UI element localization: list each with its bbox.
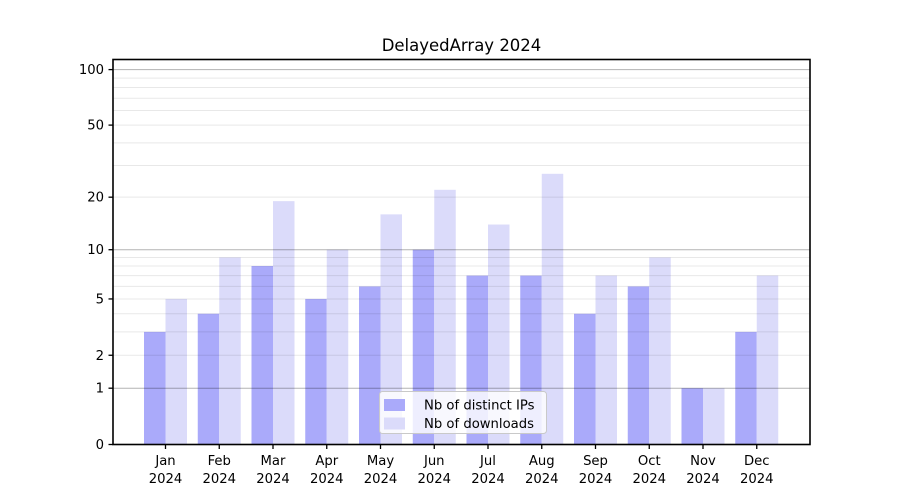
legend: Nb of distinct IPs Nb of downloads: [379, 391, 547, 434]
x-tick-label-month-jan: Jan: [154, 454, 175, 469]
bar-downloads-jul: [488, 224, 510, 445]
bar-distinct-ips-sep: [574, 313, 596, 445]
x-tick-label-month-may: May: [367, 454, 394, 469]
bar-distinct-ips-apr: [305, 298, 327, 445]
x-tick-label-year-oct: 2024: [632, 472, 666, 487]
x-tick-label-month-oct: Oct: [638, 454, 661, 469]
y-tick-label-20: 20: [87, 191, 104, 206]
plot-frame: [112, 58, 811, 446]
x-tick-label-year-may: 2024: [364, 472, 398, 487]
x-tick-label-month-mar: Mar: [261, 454, 286, 469]
axes-layer: 0 1 2 5 10 20 50 100 Jan 2024 Feb 2024 Mar 2024 Apr 202…: [79, 58, 811, 487]
bar-downloads-apr: [326, 249, 349, 445]
y-tick-label-100: 100: [79, 63, 104, 78]
x-tick-label-month-sep: Sep: [583, 454, 608, 469]
legend-label-downloads: Nb of downloads: [424, 417, 534, 432]
bar-downloads-oct: [649, 257, 671, 445]
x-tick-label-month-apr: Apr: [315, 454, 338, 469]
y-tick-label-1: 1: [96, 382, 104, 397]
bar-downloads-sep: [595, 275, 617, 445]
bar-downloads-feb: [219, 257, 241, 445]
bar-downloads-mar: [273, 201, 295, 445]
bar-distinct-ips-jan: [144, 331, 166, 445]
x-tick-label-year-nov: 2024: [686, 472, 720, 487]
bar-distinct-ips-may: [359, 286, 381, 445]
x-tick-label-year-jul: 2024: [471, 472, 505, 487]
y-tick-label-10: 10: [87, 243, 104, 258]
bar-downloads-jan: [165, 298, 187, 445]
bar-downloads-dec: [756, 275, 779, 445]
x-tick-label-month-jul: Jul: [479, 454, 496, 469]
bar-distinct-ips-feb: [197, 313, 220, 445]
legend-swatch-distinct-ips: [384, 399, 405, 411]
x-tick-label-year-dec: 2024: [740, 472, 774, 487]
y-tick-label-2: 2: [96, 349, 104, 364]
bar-distinct-ips-dec: [735, 331, 757, 445]
legend-box: [379, 391, 547, 434]
bar-distinct-ips-nov: [681, 388, 703, 445]
bar-downloads-jun: [434, 189, 456, 445]
x-tick-label-month-dec: Dec: [744, 454, 770, 469]
x-tick-label-year-aug: 2024: [525, 472, 559, 487]
x-tick-label-year-mar: 2024: [256, 472, 290, 487]
legend-swatch-downloads: [384, 417, 405, 430]
bar-downloads-nov: [703, 388, 725, 445]
x-tick-label-month-jun: Jun: [423, 454, 445, 469]
x-tick-label-month-feb: Feb: [208, 454, 231, 469]
gridlines-layer: [113, 69, 810, 389]
bar-downloads-aug: [541, 173, 564, 445]
x-tick-label-year-sep: 2024: [579, 472, 613, 487]
x-tick-label-month-nov: Nov: [690, 454, 716, 469]
x-tick-label-year-apr: 2024: [310, 472, 344, 487]
bar-downloads-may: [380, 214, 402, 445]
x-tick-label-year-feb: 2024: [202, 472, 236, 487]
legend-label-distinct-ips: Nb of distinct IPs: [424, 399, 535, 414]
x-tick-label-year-jun: 2024: [417, 472, 451, 487]
x-tick-label-month-aug: Aug: [529, 454, 555, 469]
chart-title: DelayedArray 2024: [382, 36, 542, 55]
y-tick-label-5: 5: [96, 292, 104, 307]
bar-distinct-ips-oct: [627, 286, 650, 445]
y-tick-label-50: 50: [87, 119, 104, 134]
bar-distinct-ips-mar: [251, 266, 273, 445]
x-tick-label-year-jan: 2024: [149, 472, 183, 487]
y-tick-label-0: 0: [96, 438, 104, 453]
